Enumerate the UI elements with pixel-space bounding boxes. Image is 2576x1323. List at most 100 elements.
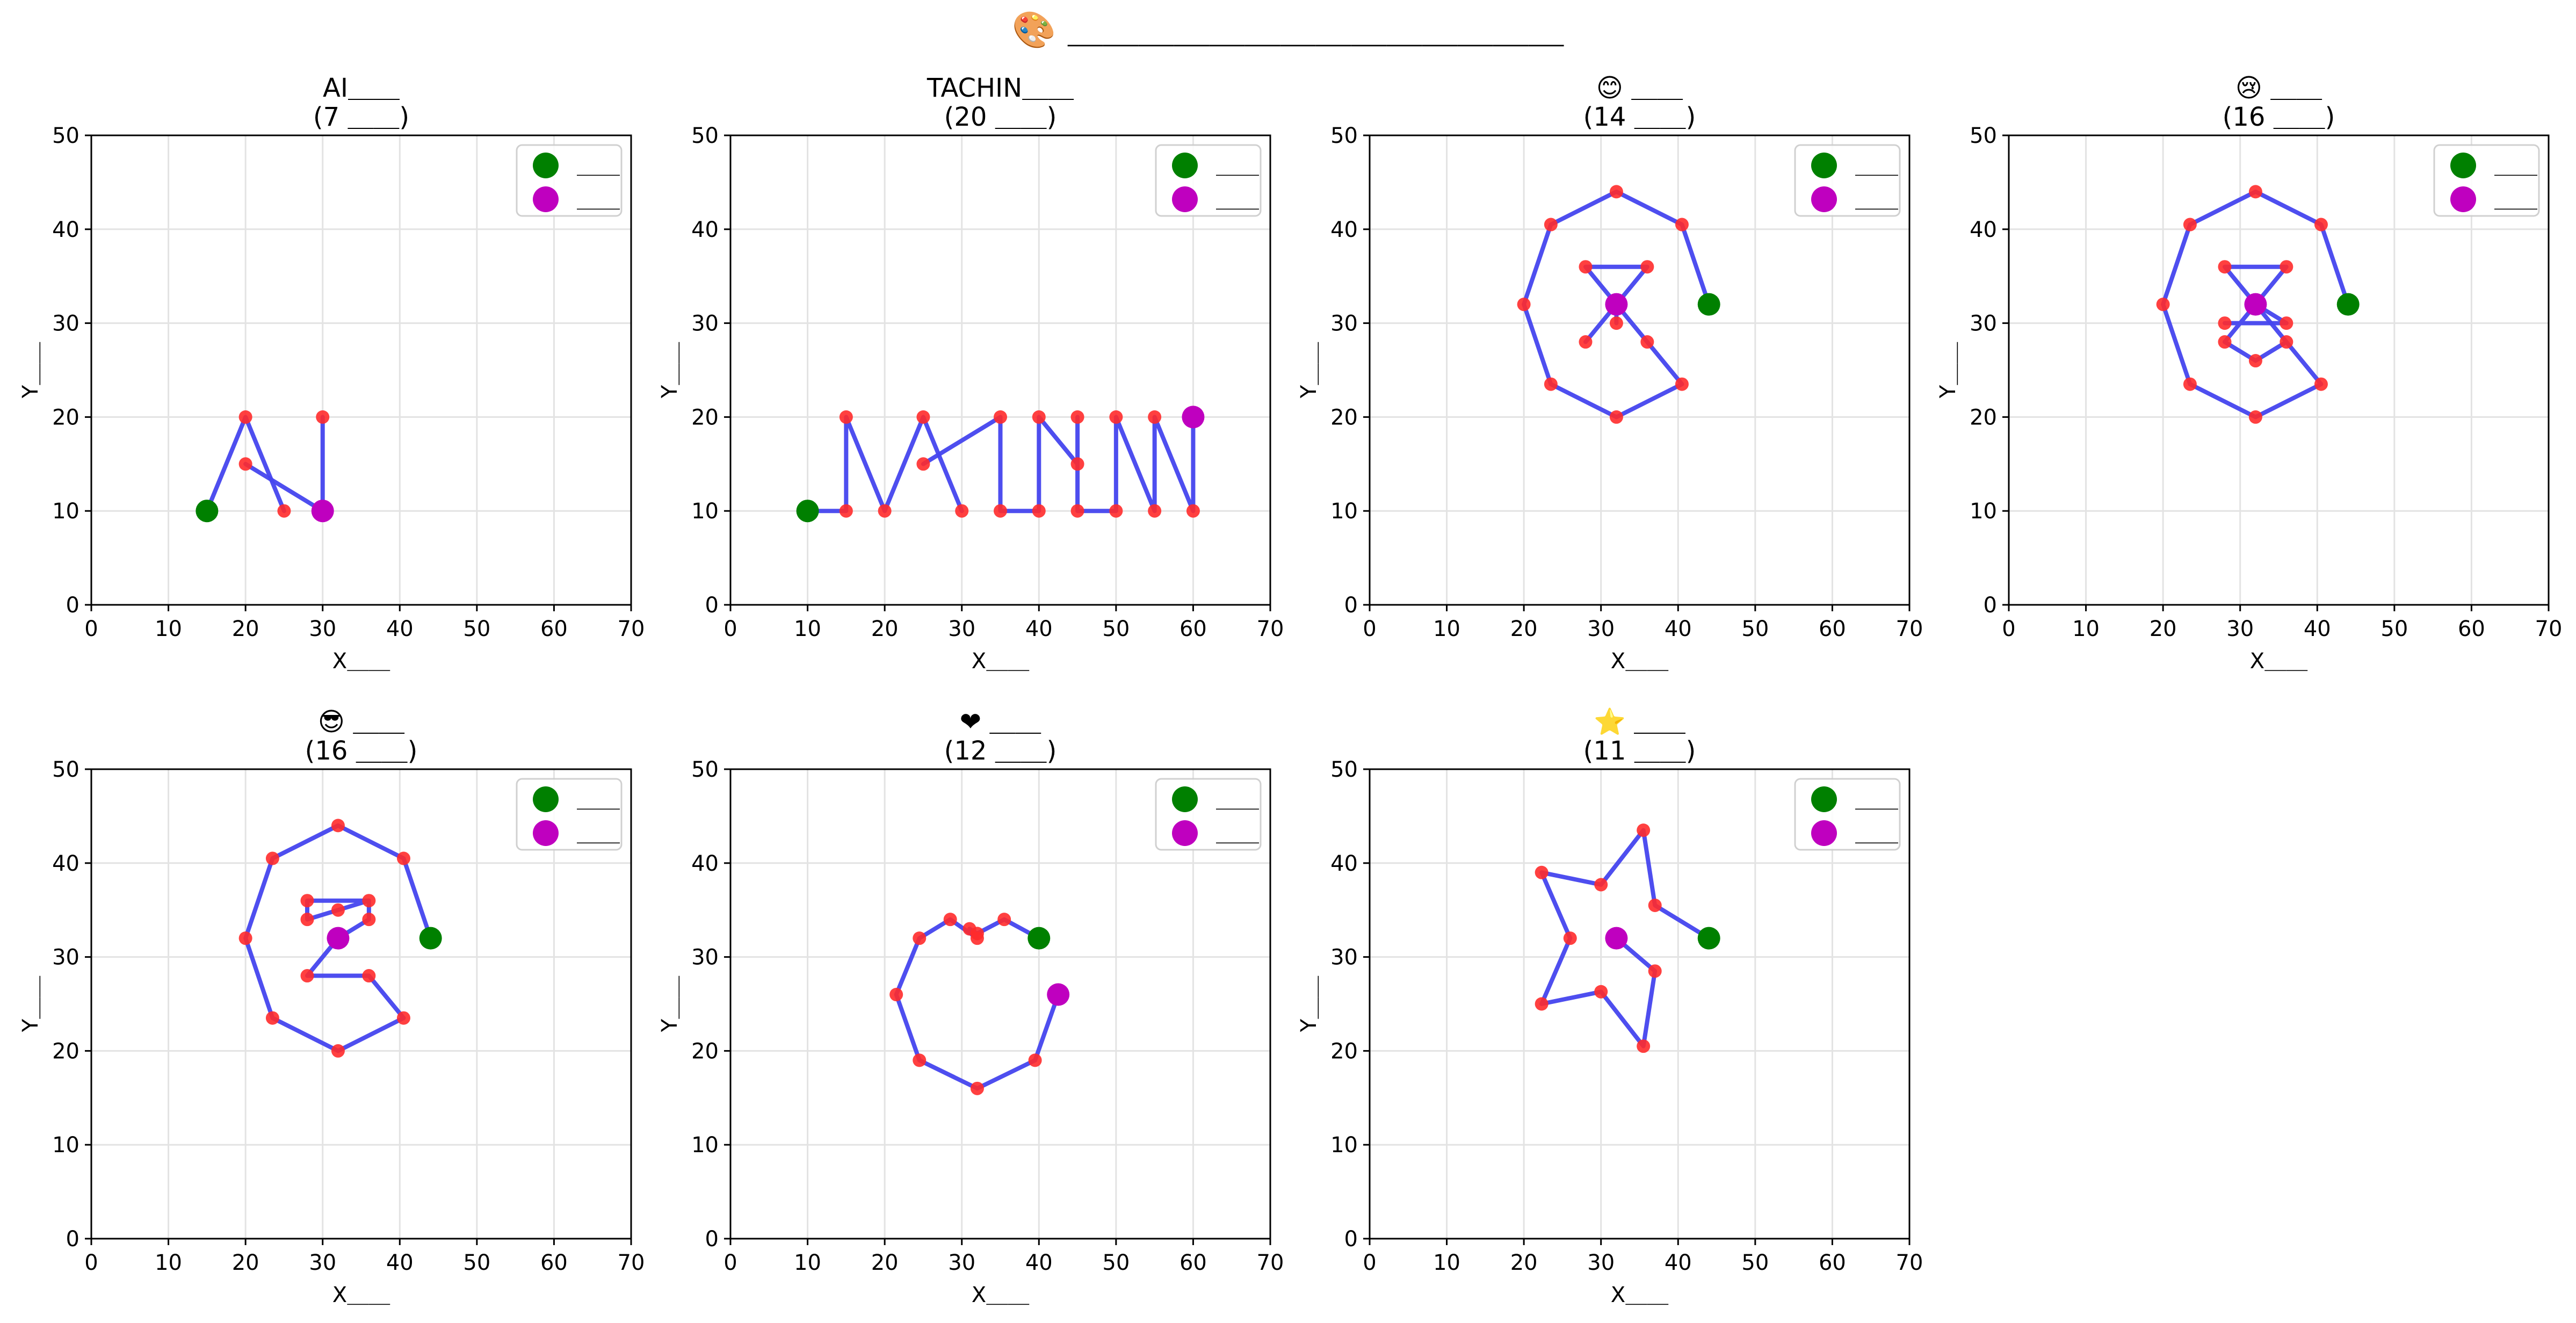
data-point (1579, 260, 1593, 274)
data-point (1579, 335, 1593, 349)
y-tick-label: 0 (1344, 1227, 1358, 1252)
data-point (277, 504, 291, 518)
data-point (994, 410, 1007, 424)
legend: ＿＿ ＿＿ (1155, 144, 1262, 217)
y-tick-label: 10 (52, 1133, 79, 1158)
data-point (1637, 1039, 1651, 1053)
data-point (1070, 504, 1084, 518)
y-tick-label: 0 (1984, 593, 1997, 618)
data-point (300, 969, 314, 983)
x-tick-label: 0 (84, 1250, 98, 1275)
data-point (916, 410, 930, 424)
data-point (2218, 260, 2232, 274)
legend: ＿＿ ＿＿ (1794, 144, 1901, 217)
data-point (839, 410, 853, 424)
legend-end-label: ＿＿ (1855, 187, 1898, 212)
data-point (362, 913, 376, 927)
x-tick-label: 0 (2002, 617, 2015, 641)
y-axis-label: Y＿＿ (18, 342, 43, 399)
x-tick-label: 60 (540, 1250, 568, 1275)
y-tick-label: 30 (1330, 312, 1358, 336)
data-point (1594, 878, 1608, 892)
y-tick-label: 10 (691, 499, 719, 524)
data-point (1535, 865, 1549, 879)
path-line (921, 415, 1196, 514)
data-point (300, 894, 314, 908)
legend-start-label: ＿＿ (2494, 154, 2537, 178)
end-point (1182, 406, 1205, 429)
y-tick-label: 50 (691, 124, 719, 148)
axes-frame (729, 134, 1271, 606)
data-point (1517, 298, 1531, 312)
end-point (2244, 293, 2267, 316)
y-tick-label: 0 (66, 593, 79, 618)
data-point (1544, 377, 1558, 391)
start-point (2336, 293, 2360, 316)
y-tick-label: 20 (52, 1039, 79, 1064)
data-point (1594, 985, 1608, 999)
x-tick-label: 0 (84, 617, 98, 641)
x-tick-label: 40 (1665, 1250, 1692, 1275)
data-point (362, 894, 376, 908)
x-tick-label: 50 (2380, 617, 2408, 641)
legend: ＿＿ ＿＿ (2433, 144, 2540, 217)
x-tick-label: 30 (309, 1250, 336, 1275)
legend-end-marker (533, 186, 559, 212)
end-point (1605, 927, 1628, 950)
x-tick-label: 60 (1819, 617, 1846, 641)
data-point (265, 851, 279, 865)
legend-end-marker (533, 820, 559, 846)
data-point (238, 410, 252, 424)
y-axis-label: Y＿＿ (1936, 342, 1960, 399)
x-tick-label: 50 (1102, 617, 1130, 641)
data-point (1148, 410, 1162, 424)
data-point (913, 1053, 927, 1067)
data-point (238, 457, 252, 471)
chart-subtitle: (16 ＿＿) (2223, 102, 2335, 132)
axes-frame (1369, 768, 1911, 1240)
x-tick-label: 20 (871, 617, 899, 641)
legend: ＿＿ ＿＿ (516, 144, 623, 217)
x-tick-label: 0 (723, 1250, 737, 1275)
end-point (311, 500, 334, 523)
chart-panel-4: 0 10 20 30 40 50 60 70 0 10 20 30 40 50 X＿＿ Y＿＿ 😢 ＿＿(16 … (1936, 73, 2562, 674)
data-point (1609, 185, 1623, 199)
data-point (1028, 1053, 1042, 1067)
data-point (955, 504, 969, 518)
chart-title: 😢 ＿＿ (2235, 73, 2322, 103)
legend-end-label: ＿＿ (577, 187, 620, 212)
x-tick-label: 30 (1587, 1250, 1615, 1275)
end-point (327, 927, 350, 950)
x-tick-label: 10 (794, 617, 821, 641)
y-tick-label: 0 (705, 1227, 719, 1252)
chart-subtitle: (12 ＿＿) (944, 736, 1057, 766)
data-point (1070, 410, 1084, 424)
legend-start-marker (1811, 786, 1837, 812)
y-tick-label: 50 (1330, 124, 1358, 148)
start-point (1027, 927, 1051, 950)
legend-end-marker (1811, 186, 1837, 212)
chart-title: AI＿＿ (323, 73, 400, 103)
y-axis-label: Y＿＿ (657, 342, 682, 399)
data-point (1637, 823, 1651, 837)
data-point (2280, 316, 2293, 330)
x-tick-label: 70 (1896, 1250, 1923, 1275)
chart-title: ⭐ ＿＿ (1594, 707, 1685, 737)
data-point (1032, 504, 1046, 518)
y-tick-label: 30 (1330, 945, 1358, 970)
end-point (1605, 293, 1628, 316)
legend-end-label: ＿＿ (2494, 187, 2537, 212)
x-tick-label: 10 (155, 1250, 182, 1275)
legend-start-label: ＿＿ (577, 154, 620, 178)
data-point (970, 931, 984, 945)
data-point (2314, 218, 2328, 232)
data-point (331, 819, 345, 833)
legend-end-marker (1811, 820, 1837, 846)
legend-start-marker (533, 786, 559, 812)
y-axis-label: Y＿＿ (1297, 976, 1321, 1032)
data-point (994, 504, 1007, 518)
legend-start-label: ＿＿ (1216, 154, 1259, 178)
data-point (2280, 260, 2293, 274)
x-axis-label: X＿＿ (972, 649, 1029, 674)
